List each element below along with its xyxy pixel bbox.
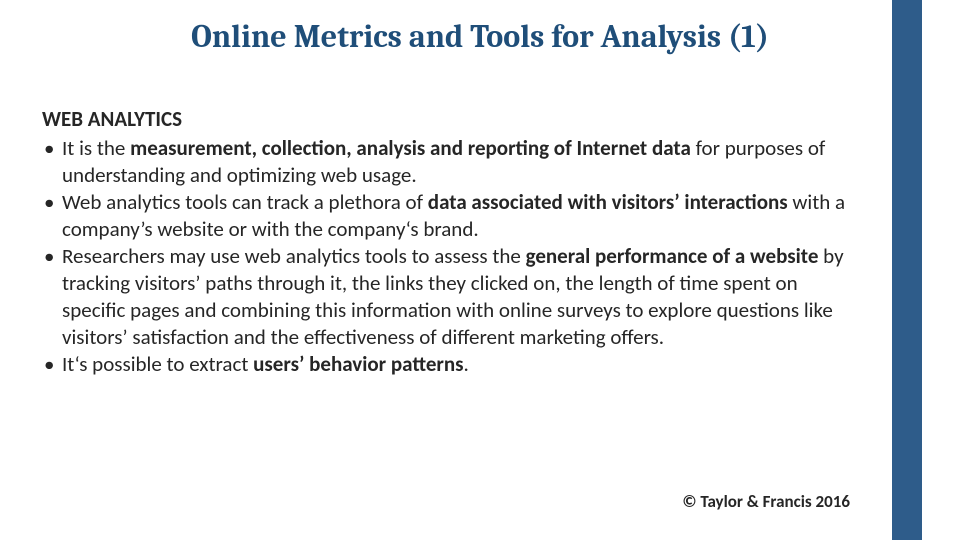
slide-body: WEB ANALYTICS It is the measurement, col… <box>42 106 862 378</box>
text-run: It is the <box>62 135 130 161</box>
slide-title: Online Metrics and Tools for Analysis (1… <box>0 18 960 55</box>
text-run: Web analytics tools can track a plethora… <box>62 189 428 215</box>
text-run: measurement, collection, analysis and re… <box>130 135 691 161</box>
bullet-item: Web analytics tools can track a plethora… <box>42 189 862 243</box>
accent-bar <box>892 0 922 540</box>
text-run: Researchers may use web analytics tools … <box>62 243 526 269</box>
text-run: . <box>464 351 469 377</box>
copyright-footer: © Taylor & Francis 2016 <box>682 491 850 512</box>
text-run: general performance of a website <box>526 243 819 269</box>
section-heading: WEB ANALYTICS <box>42 106 862 133</box>
text-run: users’ behavior patterns <box>253 351 463 377</box>
bullet-item: It is the measurement, collection, analy… <box>42 135 862 189</box>
bullet-list: It is the measurement, collection, analy… <box>42 135 862 378</box>
text-run: data associated with visitors’ interacti… <box>428 189 788 215</box>
bullet-item: It‘s possible to extract users’ behavior… <box>42 351 862 378</box>
slide: Online Metrics and Tools for Analysis (1… <box>0 0 960 540</box>
bullet-item: Researchers may use web analytics tools … <box>42 243 862 351</box>
text-run: It‘s possible to extract <box>62 351 253 377</box>
